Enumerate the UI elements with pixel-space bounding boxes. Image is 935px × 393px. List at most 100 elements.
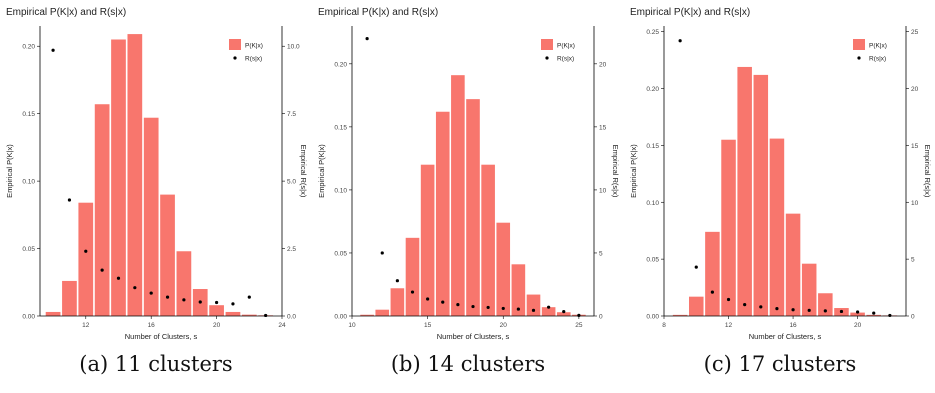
y-tick-label: 0.00 — [334, 314, 347, 321]
legend-point-swatch — [857, 56, 861, 60]
x-tick-label: 15 — [424, 322, 432, 329]
x-tick-label: 25 — [575, 322, 583, 329]
y2-tick-label: 20 — [911, 86, 919, 93]
point-12 — [380, 251, 384, 255]
bar-24 — [556, 312, 571, 316]
bar-21 — [511, 264, 526, 316]
y2-tick-label: 15 — [599, 124, 607, 131]
y-tick-label: 0.10 — [646, 200, 659, 207]
bar-21 — [225, 311, 241, 316]
point-22 — [247, 295, 251, 299]
x-tick-label: 8 — [662, 322, 666, 329]
x-axis-label: Number of Clusters, s — [749, 332, 822, 341]
y2-axis-label: Empirical R(s|x) — [923, 145, 932, 198]
legend-bar-label: P(K|x) — [557, 43, 575, 50]
x-tick-label: 20 — [500, 322, 508, 329]
y-tick-label: 0.05 — [646, 257, 659, 264]
point-18 — [182, 298, 186, 302]
y-axis-label: Empirical P(K|x) — [629, 144, 638, 198]
point-12 — [84, 249, 88, 253]
bar-17 — [801, 263, 817, 316]
y2-tick-label: 5 — [599, 250, 603, 257]
y2-tick-label: 0.0 — [287, 314, 296, 321]
bar-18 — [818, 293, 833, 316]
bar-10 — [689, 296, 704, 316]
y2-tick-label: 10 — [599, 187, 607, 194]
point-19 — [486, 305, 490, 310]
point-16 — [441, 300, 445, 304]
y2-tick-label: 10.0 — [287, 44, 300, 51]
y-tick-label: 0.20 — [334, 61, 347, 68]
point-20 — [501, 306, 505, 311]
legend-point-swatch — [545, 56, 549, 60]
legend: P(K|x) R(s|x) — [229, 39, 263, 63]
bar-12 — [375, 309, 390, 316]
bar-22 — [241, 314, 257, 316]
point-16 — [149, 291, 153, 295]
chart-panel-c: Empirical P(K|x) and R(s|x) 0.00 0.05 0.10 0… — [624, 0, 935, 393]
caption-c: (c) 17 clusters — [703, 352, 857, 376]
bar-23 — [541, 307, 556, 316]
bar-14 — [405, 237, 420, 316]
bar-15 — [769, 138, 785, 316]
bar-11 — [62, 280, 77, 316]
chart-panel-b: Empirical P(K|x) and R(s|x) 0.00 0.05 0.10 0… — [312, 0, 624, 393]
point-23 — [264, 313, 268, 318]
x-tick-label: 12 — [725, 322, 733, 329]
point-20 — [856, 310, 860, 314]
y2-tick-label: 0 — [911, 314, 915, 321]
point-21 — [516, 307, 520, 311]
y-tick-label: 0.05 — [22, 246, 35, 253]
point-9 — [678, 39, 682, 43]
y2-axis-label: Empirical R(s|x) — [299, 145, 308, 198]
x-tick-label: 24 — [278, 322, 286, 329]
y2-tick-label: 7.5 — [287, 111, 296, 118]
y-tick-label: 0.20 — [646, 86, 659, 93]
chart-title: Empirical P(K|x) and R(s|x) — [630, 7, 750, 18]
bar-15 — [127, 34, 143, 317]
y-axis-label: Empirical P(K|x) — [317, 144, 326, 198]
legend-bar-swatch — [541, 39, 553, 50]
point-19 — [198, 300, 202, 304]
point-22 — [888, 313, 892, 318]
bar-20 — [850, 312, 865, 316]
legend-point-label: R(s|x) — [557, 56, 574, 63]
bar-21 — [866, 314, 881, 316]
point-17 — [165, 295, 170, 299]
bar-9 — [672, 314, 688, 316]
point-17 — [807, 308, 811, 312]
chart-panel-a: Empirical P(K|x) and R(s|x) 0.00 0.05 0.10 0… — [0, 0, 312, 393]
chart-title: Empirical P(K|x) and R(s|x) — [318, 7, 438, 18]
y2-tick-label: 0 — [599, 314, 603, 321]
bar-20 — [209, 305, 224, 316]
y-tick-label: 0.15 — [22, 111, 35, 118]
point-13 — [100, 268, 104, 272]
point-16 — [791, 308, 795, 312]
x-tick-label: 20 — [854, 322, 862, 329]
y2-tick-label: 10 — [911, 200, 919, 207]
legend-point-label: R(s|x) — [869, 56, 886, 63]
y-tick-label: 0.25 — [646, 29, 659, 36]
y2-tick-label: 15 — [911, 143, 919, 150]
point-14 — [116, 276, 121, 280]
y-tick-label: 0.10 — [334, 187, 347, 194]
point-11 — [67, 198, 72, 202]
bar-16 — [785, 213, 801, 316]
x-tick-label: 10 — [348, 322, 356, 329]
bar-14 — [111, 39, 126, 316]
point-24 — [562, 309, 566, 314]
x-axis-label: Number of Clusters, s — [125, 332, 198, 341]
y-tick-label: 0.00 — [646, 314, 659, 321]
legend-bar-label: P(K|x) — [245, 43, 263, 50]
legend-bar-swatch — [853, 39, 865, 50]
x-tick-label: 20 — [213, 322, 221, 329]
legend-bar-swatch — [229, 39, 241, 50]
point-12 — [726, 297, 731, 302]
point-14 — [410, 290, 415, 294]
chart-a: Empirical P(K|x) and R(s|x) 0.00 0.05 0.10 0… — [5, 7, 308, 341]
point-15 — [133, 286, 137, 290]
y-tick-label: 0.15 — [334, 124, 347, 131]
y2-tick-label: 5.0 — [287, 179, 296, 186]
point-23 — [547, 305, 551, 309]
bar-22 — [526, 294, 541, 316]
